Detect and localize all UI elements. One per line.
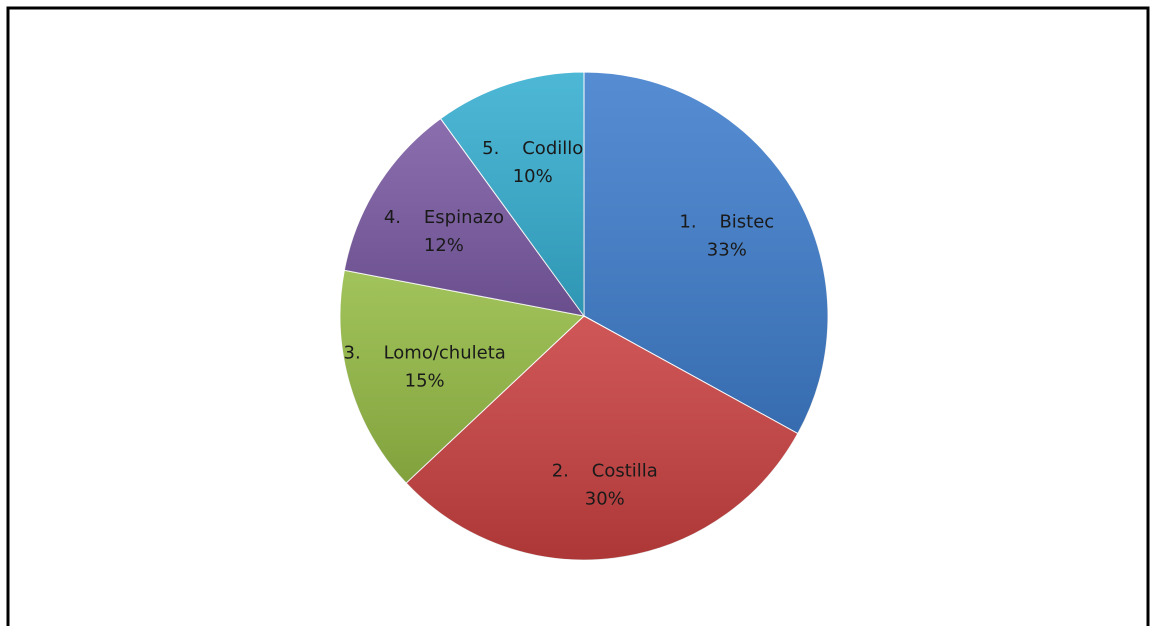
slice-category-label: 2. Costilla: [552, 461, 658, 482]
slice-category-label: 4. Espinazo: [384, 207, 504, 228]
pie-slice: [439, 71, 585, 318]
frame-border: [6, 6, 1150, 626]
slice-value-label: 10%: [513, 166, 553, 187]
slice-value-label: 12%: [424, 235, 464, 256]
slice-value-label: 15%: [405, 370, 445, 391]
pie-slice-shade: [406, 316, 798, 560]
slice-category-label: 3. Lomo/chuleta: [344, 342, 506, 363]
pie-slice-shade: [344, 118, 584, 316]
pie-slice: [405, 315, 799, 561]
slice-category-label: 5. Codillo: [482, 138, 583, 159]
pie-slice: [343, 117, 586, 317]
pie-slice-shade: [584, 72, 829, 434]
pie-slice-shade: [340, 270, 584, 484]
pie-slices: [339, 71, 829, 561]
slice-value-label: 30%: [585, 489, 625, 510]
pie-labels: 1. Bistec 33% 2. Costilla 30% 3. Lomo/chulet…: [344, 138, 775, 509]
pie-slice-shade: [440, 72, 584, 316]
pie-slice: [583, 71, 829, 435]
slice-category-label: 1. Bistec: [679, 212, 774, 233]
slice-value-label: 33%: [707, 240, 747, 261]
pie-slice: [339, 269, 586, 484]
